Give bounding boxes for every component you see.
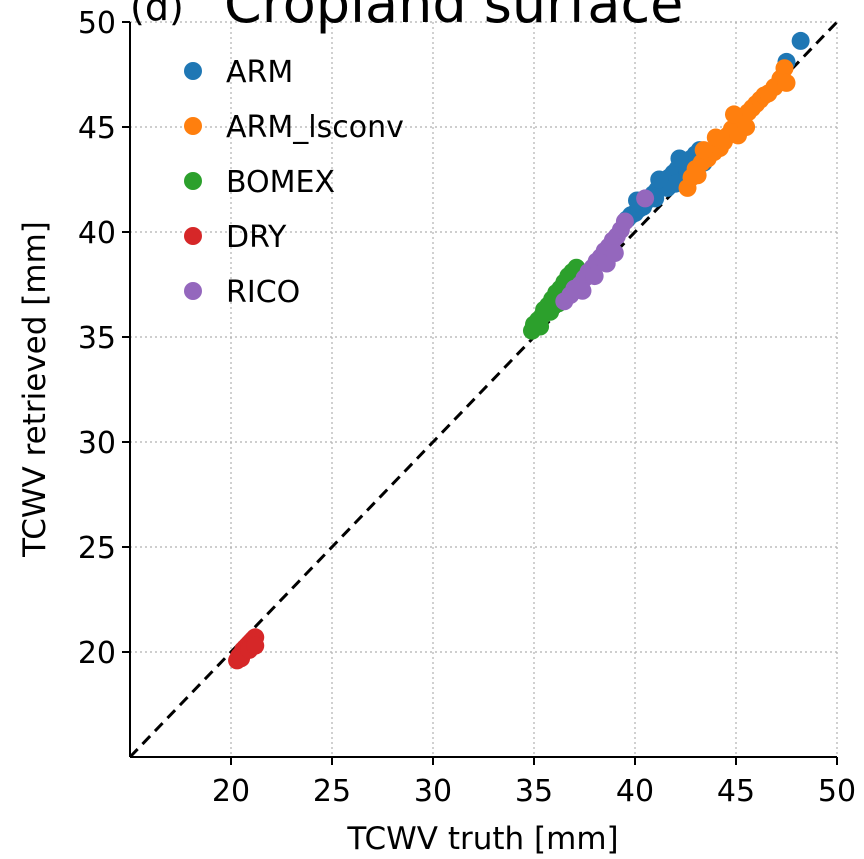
y-tick-label-1: 25: [78, 531, 116, 566]
point-rico-14: [615, 212, 634, 231]
x-tick-label-3: 35: [515, 774, 553, 809]
y-tick-label-5: 45: [78, 111, 116, 146]
point-arm-lsconv-23: [724, 105, 743, 124]
y-tick-label-0: 20: [78, 636, 116, 671]
axes: [129, 22, 837, 758]
legend-marker-arm-lsconv: [184, 117, 202, 135]
panel-label: (d): [130, 0, 184, 29]
x-tick-label-2: 30: [414, 774, 452, 809]
x-tick-label-1: 25: [313, 774, 351, 809]
legend-marker-dry: [184, 227, 202, 245]
series-arm-lsconv: [678, 59, 796, 197]
axis-ticks: 20 25 30 35 40 45 50 20 25 30 35 40 45 50: [78, 6, 856, 809]
point-arm-lsconv-26: [775, 59, 794, 78]
y-axis-label: TCWV retrieved [mm]: [17, 221, 53, 558]
x-tick-label-4: 40: [616, 774, 654, 809]
x-tick-label-0: 20: [212, 774, 250, 809]
point-arm-lsconv-22: [694, 141, 713, 160]
point-rico-19: [636, 189, 655, 208]
x-axis-label: TCWV truth [mm]: [346, 821, 618, 857]
point-dry-12: [246, 636, 265, 655]
chart-title: Cropland surface: [224, 0, 683, 35]
y-tick-label-6: 50: [78, 6, 116, 41]
series-rico: [555, 189, 655, 311]
point-bomex-13: [531, 317, 550, 336]
y-tick-label-2: 30: [78, 426, 116, 461]
legend-label-rico: RICO: [226, 275, 300, 310]
point-arm-lsconv-27: [777, 73, 796, 92]
legend-label-bomex: BOMEX: [226, 165, 335, 200]
point-arm-26: [670, 149, 689, 168]
legend-marker-rico: [184, 282, 202, 300]
point-arm-lsconv-20: [737, 118, 756, 136]
y-tick-label-3: 35: [78, 321, 116, 356]
point-arm-lsconv-28: [688, 166, 707, 185]
x-tick-label-5: 45: [717, 774, 755, 809]
x-tick-label-6: 50: [818, 774, 856, 809]
legend-label-arm-lsconv: ARM_lsconv: [226, 110, 404, 145]
legend-marker-bomex: [184, 172, 202, 190]
point-arm-lsconv-21: [706, 128, 725, 147]
y-tick-label-4: 40: [78, 216, 116, 251]
point-arm-25: [650, 170, 669, 189]
legend: ARM ARM_lsconv BOMEX DRY RICO: [184, 55, 404, 310]
point-rico-18: [605, 244, 624, 262]
point-rico-16: [585, 267, 604, 286]
legend-marker-arm: [184, 62, 202, 80]
point-arm-28: [791, 31, 810, 50]
series-dry: [228, 628, 265, 670]
legend-label-dry: DRY: [226, 220, 287, 255]
point-rico-15: [573, 281, 592, 300]
scatter-points: [228, 31, 810, 670]
legend-label-arm: ARM: [226, 55, 293, 90]
